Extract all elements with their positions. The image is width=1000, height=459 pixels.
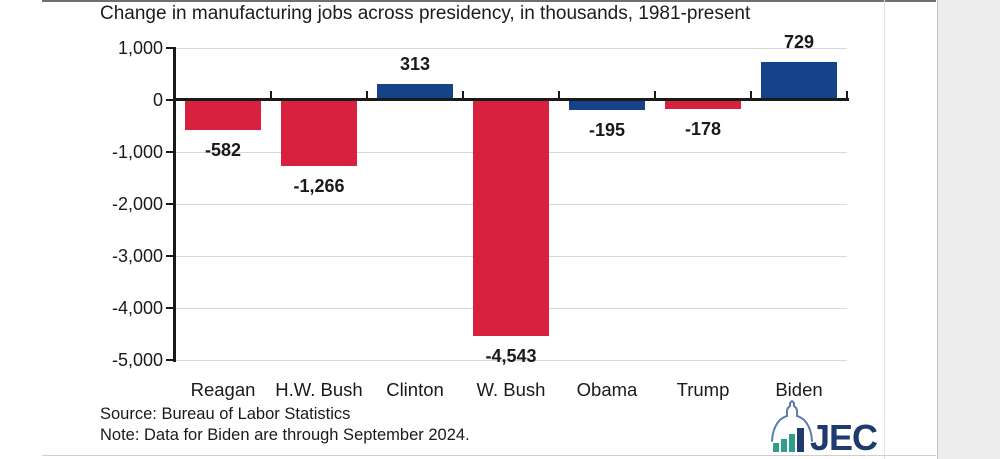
y-axis-tick (166, 99, 173, 101)
bar-value-label-trump: -178 (684, 119, 722, 139)
x-axis-category-label-h-w-bush: H.W. Bush (275, 379, 363, 400)
bar-value-label-obama: -195 (588, 120, 626, 140)
bar-h-w-bush (281, 100, 357, 166)
gridline (175, 360, 847, 361)
bar-value-label-reagan: -582 (204, 140, 242, 160)
y-axis-tick-label: -3,000 (111, 246, 163, 266)
x-axis-category-label-biden: Biden (775, 379, 823, 400)
y-axis-tick-label: -1,000 (111, 142, 163, 162)
y-axis-tick (166, 255, 173, 257)
y-axis-tick (166, 151, 173, 153)
y-axis-tick (166, 203, 173, 205)
bar-value-label-w-bush: -4,543 (485, 346, 537, 366)
bottom-divider (42, 455, 936, 456)
y-axis-tick-label: -5,000 (111, 350, 163, 370)
source-text: Source: Bureau of Labor Statistics (100, 405, 351, 423)
x-axis-tick (462, 91, 464, 98)
x-axis-tick (654, 91, 656, 98)
y-axis-line (173, 47, 176, 362)
x-axis-tick (750, 91, 752, 98)
gridline (175, 48, 847, 49)
bar-trump (665, 100, 741, 109)
y-axis-tick (166, 47, 173, 49)
y-axis-tick-label: 0 (152, 90, 163, 110)
logo-bar-3 (789, 434, 795, 452)
x-axis-tick (366, 91, 368, 98)
x-axis-category-label-trump: Trump (676, 379, 730, 400)
zero-axis-line (173, 98, 849, 101)
x-axis-category-label-clinton: Clinton (386, 379, 444, 400)
x-axis-category-label-obama: Obama (576, 379, 638, 400)
capitol-dome-icon (771, 400, 813, 452)
page-margin-gutter (937, 0, 1000, 459)
bar-value-label-clinton: 313 (399, 54, 431, 74)
x-axis-tick (174, 91, 176, 98)
vertical-divider (884, 0, 885, 459)
y-axis-tick-label: -4,000 (111, 298, 163, 318)
bar-clinton (377, 84, 453, 100)
bar-obama (569, 100, 645, 110)
y-axis-tick-label: 1,000 (117, 38, 163, 58)
bar-value-label-h-w-bush: -1,266 (293, 176, 345, 196)
x-axis-tick (846, 91, 848, 98)
bar-biden (761, 62, 837, 100)
x-axis-category-label-reagan: Reagan (190, 379, 256, 400)
x-axis-category-label-w-bush: W. Bush (476, 379, 546, 400)
logo-bar-1 (773, 443, 779, 452)
x-axis-tick (270, 91, 272, 98)
y-axis-tick-label: -2,000 (111, 194, 163, 214)
y-axis-tick (166, 307, 173, 309)
note-text: Note: Data for Biden are through Septemb… (100, 426, 470, 444)
bar-reagan (185, 100, 261, 130)
top-divider (42, 0, 936, 2)
bar-value-label-biden: 729 (783, 32, 815, 52)
x-axis-tick (558, 91, 560, 98)
logo-bar-4 (797, 428, 804, 452)
dome-outline (771, 400, 813, 442)
bar-w-bush (473, 100, 549, 336)
jec-logo: JEC (766, 400, 886, 456)
chart-title: Change in manufacturing jobs across pres… (100, 3, 751, 24)
jec-logo-text: JEC (810, 417, 878, 459)
logo-bar-2 (781, 439, 787, 452)
y-axis-tick (166, 359, 173, 361)
